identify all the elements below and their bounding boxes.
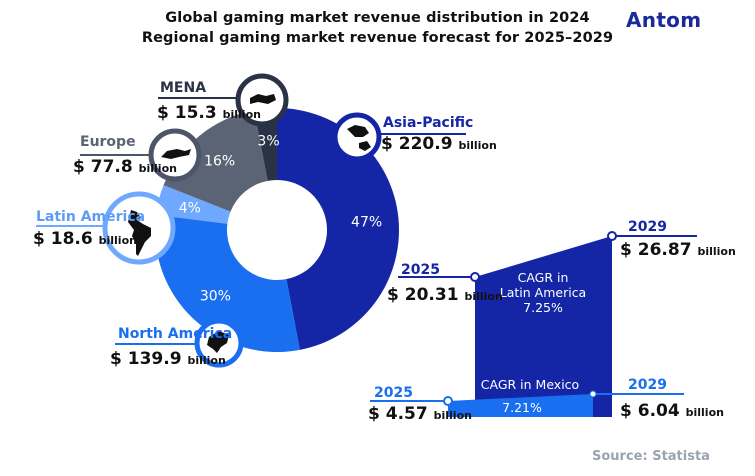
- area-latin-america-extension: [593, 394, 612, 417]
- point-mexico-2025: [443, 396, 453, 406]
- point-latin-america-2029: [607, 231, 617, 241]
- value-latin-america-2025: $ 20.31 billion: [387, 285, 503, 305]
- region-value-europe: $ 77.8 billion: [73, 157, 177, 177]
- region-value-north-america: $ 139.9 billion: [110, 349, 226, 369]
- region-name-north-america: North America: [118, 326, 233, 342]
- area-mexico: [448, 394, 593, 417]
- value-mexico-2029: $ 6.04 billion: [620, 401, 724, 421]
- map-north-america-icon: [207, 331, 229, 353]
- year-label-mexico-2029: 2029: [628, 377, 667, 393]
- region-name-mena: MENA: [160, 80, 207, 96]
- map-asia-pacific-icon: [347, 125, 371, 151]
- point-latin-america-2025: [470, 272, 480, 282]
- donut-slice-north-america: [155, 214, 300, 352]
- year-label-latin-america-2029: 2029: [628, 219, 667, 235]
- chart-subtitle: Regional gaming market revenue forecast …: [141, 30, 614, 46]
- cagr-latin-america-label-2: 7.25%: [523, 300, 563, 315]
- point-mexico-2029: [589, 390, 597, 398]
- value-mexico-2025: $ 4.57 billion: [368, 404, 472, 424]
- region-name-asia-pacific: Asia-Pacific: [383, 115, 474, 131]
- region-value-asia-pacific: $ 220.9 billion: [381, 134, 497, 154]
- slice-percent-label-europe: 16%: [204, 154, 235, 170]
- slice-percent-label-asia-pacific: 47%: [351, 215, 382, 231]
- cagr-mexico-label-0: CAGR in Mexico: [481, 377, 579, 392]
- cagr-mexico-label-1: 7.21%: [502, 400, 542, 415]
- map-mena-icon: [250, 94, 276, 104]
- year-label-latin-america-2025: 2025: [401, 262, 440, 278]
- region-value-latin-america: $ 18.6 billion: [33, 229, 137, 249]
- slice-percent-label-latin-america: 4%: [179, 201, 201, 217]
- cagr-latin-america-label-1: Latin America: [500, 285, 586, 300]
- donut-slice-asia-pacific: [277, 108, 399, 350]
- donut-slice-latin-america: [155, 185, 231, 224]
- slice-percent-label-mena: 3%: [257, 133, 279, 149]
- map-latin-america-icon: [128, 210, 151, 256]
- region-value-mena: $ 15.3 billion: [157, 103, 261, 123]
- donut-slice-europe: [163, 110, 268, 212]
- chart-title: Global gaming market revenue distributio…: [165, 10, 590, 26]
- region-name-latin-america: Latin America: [36, 209, 146, 225]
- cagr-latin-america-label-0: CAGR in: [518, 270, 569, 285]
- year-label-mexico-2025: 2025: [374, 385, 413, 401]
- region-name-europe: Europe: [80, 134, 136, 150]
- area-latin-america: [475, 236, 612, 404]
- value-latin-america-2029: $ 26.87 billion: [620, 240, 736, 260]
- antom-logo: Antom: [626, 8, 702, 32]
- slice-percent-label-north-america: 30%: [200, 289, 231, 305]
- source-note: Source: Statista: [592, 449, 710, 464]
- map-europe-icon: [161, 149, 191, 159]
